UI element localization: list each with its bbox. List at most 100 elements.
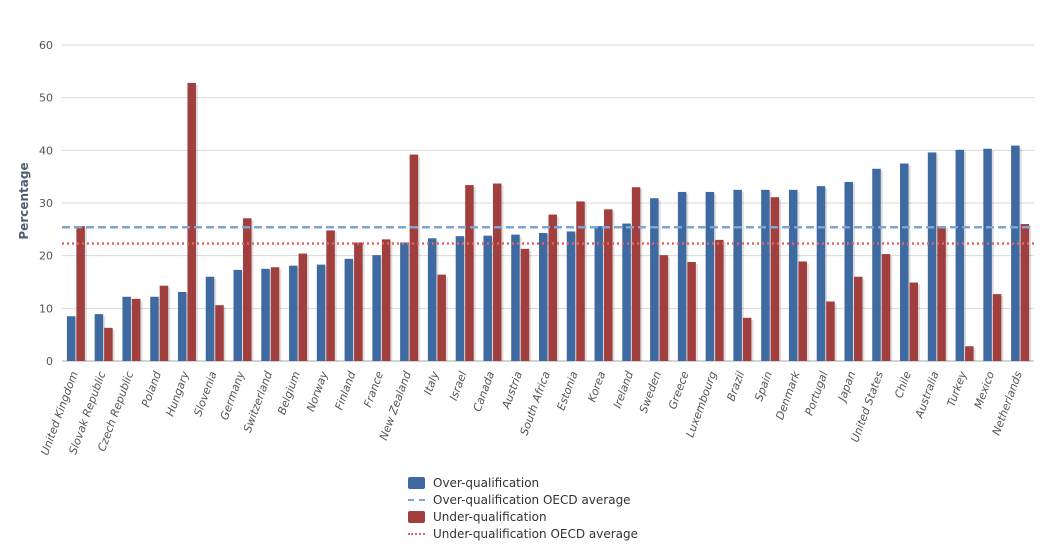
bar-over-qualification[interactable] — [761, 189, 770, 361]
bar-over-qualification[interactable] — [427, 238, 437, 361]
bar-under-qualification[interactable] — [659, 255, 669, 361]
bar-under-qualification[interactable] — [687, 261, 696, 361]
bar-under-qualification[interactable] — [715, 239, 724, 361]
x-tick-label: Greece — [666, 369, 692, 411]
bar-under-qualification[interactable] — [992, 294, 1002, 361]
bar-under-qualification[interactable] — [465, 185, 474, 361]
bar-over-qualification[interactable] — [844, 181, 853, 361]
bar-under-qualification[interactable] — [853, 276, 863, 361]
y-tick-label: 10 — [39, 302, 53, 315]
x-tick-label: Austria — [499, 369, 525, 411]
bar-over-qualification[interactable] — [872, 168, 881, 361]
x-tick-label: Switzerland — [241, 369, 276, 435]
bar-over-qualification[interactable] — [372, 255, 381, 361]
bar-under-qualification[interactable] — [770, 197, 780, 361]
bar-under-qualification[interactable] — [937, 226, 946, 361]
x-tick-label: Brazil — [725, 370, 748, 403]
bar-under-qualification[interactable] — [243, 218, 252, 361]
bar-under-qualification[interactable] — [76, 226, 85, 361]
x-tick-label: Germany — [218, 369, 248, 422]
bar-over-qualification[interactable] — [511, 234, 520, 361]
x-tick-label: Sweden — [637, 370, 664, 415]
legend-item-under-qualification-average[interactable]: Under-qualification OECD average — [408, 525, 638, 542]
x-tick-label: Norway — [304, 369, 331, 413]
bar-under-qualification[interactable] — [104, 327, 113, 361]
bar-under-qualification[interactable] — [1020, 224, 1030, 361]
bar-under-qualification[interactable] — [187, 82, 196, 362]
legend-item-over-qualification[interactable]: Over-qualification — [408, 474, 638, 491]
bar-over-qualification[interactable] — [66, 316, 76, 361]
bar-under-qualification[interactable] — [576, 201, 585, 361]
bar-over-qualification[interactable] — [400, 242, 409, 362]
x-tick-label: Spain — [752, 370, 775, 403]
y-tick-label: 0 — [46, 355, 53, 368]
bar-over-qualification[interactable] — [177, 292, 187, 361]
x-tick-label: Chile — [892, 369, 914, 400]
bar-under-qualification[interactable] — [965, 346, 974, 361]
x-tick-label: Australia — [912, 369, 941, 420]
bar-under-qualification[interactable] — [881, 254, 891, 361]
bar-over-qualification[interactable] — [122, 296, 131, 361]
bar-under-qualification[interactable] — [548, 214, 558, 361]
bar-over-qualification[interactable] — [205, 276, 215, 361]
bar-over-qualification[interactable] — [650, 198, 659, 361]
bar-under-qualification[interactable] — [409, 154, 419, 361]
bar-under-qualification[interactable] — [520, 248, 530, 361]
legend-item-over-qualification-average[interactable]: Over-qualification OECD average — [408, 491, 638, 508]
bar-over-qualification[interactable] — [150, 296, 159, 361]
y-tick-label: 40 — [39, 144, 53, 157]
bar-under-qualification[interactable] — [381, 239, 391, 361]
bar-over-qualification[interactable] — [622, 223, 631, 361]
bar-under-qualification[interactable] — [742, 317, 752, 361]
bar-over-qualification[interactable] — [927, 152, 937, 361]
legend-label: Under-qualification OECD average — [433, 526, 639, 541]
legend-label: Over-qualification OECD average — [433, 492, 631, 507]
bar-over-qualification[interactable] — [705, 191, 715, 361]
x-tick-label: Japan — [835, 370, 858, 405]
bar-over-qualification[interactable] — [94, 314, 104, 361]
x-tick-label: Poland — [139, 369, 164, 409]
bar-under-qualification[interactable] — [437, 274, 446, 361]
bar-over-qualification[interactable] — [566, 231, 576, 361]
bar-over-qualification[interactable] — [594, 226, 604, 361]
bar-over-qualification[interactable] — [983, 148, 992, 361]
bar-under-qualification[interactable] — [492, 183, 502, 361]
bar-under-qualification[interactable] — [326, 230, 335, 361]
legend: Over-qualification Over-qualification OE… — [408, 474, 638, 542]
bar-under-qualification[interactable] — [215, 305, 224, 361]
bar-under-qualification[interactable] — [604, 209, 613, 361]
bar-over-qualification[interactable] — [455, 236, 465, 361]
bar-over-qualification[interactable] — [289, 265, 298, 361]
bar-under-qualification[interactable] — [131, 298, 141, 361]
bar-over-qualification[interactable] — [261, 268, 270, 361]
bar-over-qualification[interactable] — [539, 233, 548, 361]
legend-item-under-qualification[interactable]: Under-qualification — [408, 508, 638, 525]
bar-over-qualification[interactable] — [733, 189, 742, 361]
y-tick-label: 30 — [39, 197, 53, 210]
x-tick-label: Finland — [332, 369, 358, 412]
bar-under-qualification[interactable] — [298, 253, 308, 361]
bar-under-qualification[interactable] — [270, 267, 280, 361]
bar-over-qualification[interactable] — [483, 235, 492, 361]
bar-over-qualification[interactable] — [955, 149, 965, 361]
bar-under-qualification[interactable] — [354, 242, 363, 362]
bar-over-qualification[interactable] — [788, 189, 798, 361]
x-tick-label: Slovenia — [191, 369, 219, 418]
bar-over-qualification[interactable] — [900, 163, 909, 362]
bar-under-qualification[interactable] — [909, 282, 919, 361]
bar-under-qualification[interactable] — [826, 301, 835, 361]
bar-under-qualification[interactable] — [159, 285, 169, 361]
bar-over-qualification[interactable] — [233, 269, 243, 361]
bar-under-qualification[interactable] — [798, 261, 807, 361]
x-tick-label: Canada — [471, 369, 498, 413]
bar-under-qualification[interactable] — [631, 187, 641, 361]
bar-over-qualification[interactable] — [816, 186, 826, 361]
reference-line-layer — [62, 225, 1034, 245]
bar-over-qualification[interactable] — [677, 191, 687, 361]
bar-over-qualification[interactable] — [316, 264, 326, 361]
bar-over-qualification[interactable] — [344, 258, 354, 361]
x-tick-label: France — [361, 369, 386, 409]
x-tick-label: Mexico — [972, 369, 998, 410]
bar-over-qualification[interactable] — [1011, 145, 1020, 361]
